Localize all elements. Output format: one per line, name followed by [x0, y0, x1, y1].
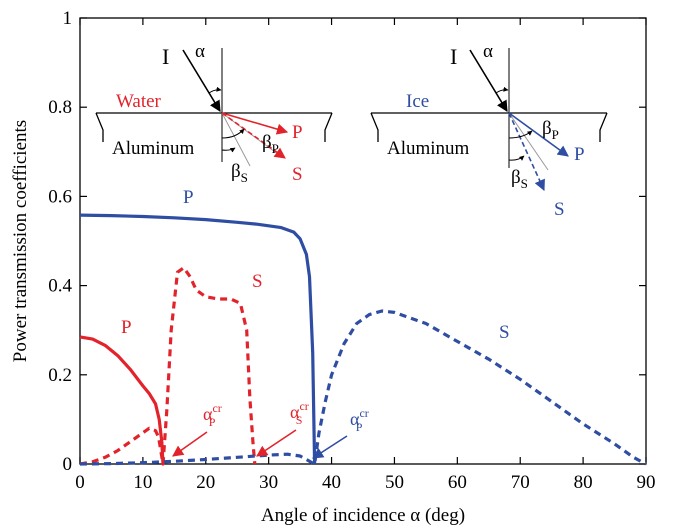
series-group [79, 213, 647, 466]
x-tick-label: 90 [637, 472, 656, 493]
interface-line [95, 112, 333, 142]
incident-marker: I [162, 44, 169, 69]
wave-label-s: S [554, 199, 565, 220]
medium-label-ice: Ice [406, 91, 429, 112]
x-tick-label: 60 [448, 472, 467, 493]
transmitted-s-ray [508, 112, 545, 192]
x-tick-label: 80 [574, 472, 593, 493]
x-tick-label: 0 [75, 472, 85, 493]
incident-ray [469, 49, 508, 112]
incident-ray [182, 49, 221, 112]
series-line-ice-p [79, 213, 317, 465]
x-axis-title: Angle of incidence α (deg) [261, 505, 465, 526]
beta-s-label: βS [511, 167, 528, 191]
axis-ticks: 0 10 20 30 40 50 60 70 80 90 0 0.2 0.4 0.6 0.8 1 [48, 8, 655, 493]
inset-water-aluminum: I α Water Aluminum P S βP βS [95, 41, 333, 185]
x-tick-label: 70 [511, 472, 530, 493]
y-tick-label: 0.2 [48, 365, 72, 386]
annotation-ice-alpha-p-cr: αcr P [312, 406, 369, 459]
y-tick-label: 1 [63, 8, 73, 29]
plot-frame [79, 17, 647, 465]
incident-angle-label: α [483, 41, 493, 62]
x-tick-label: 30 [259, 472, 278, 493]
y-tick-label: 0.8 [48, 97, 72, 118]
refracted-ray-s-grey [221, 112, 251, 167]
annotation-arrow [256, 429, 297, 457]
transmitted-p-ray [221, 112, 289, 135]
beta-p-label: βP [542, 118, 559, 142]
wave-label-p: P [574, 144, 585, 165]
beta-p-label: βP [262, 132, 279, 156]
y-tick-label: 0.4 [48, 276, 72, 297]
y-tick-label: 0.6 [48, 186, 72, 207]
incident-angle-arc [495, 86, 509, 94]
solid-label: Aluminum [387, 138, 470, 159]
x-tick-label: 50 [385, 472, 404, 493]
beta-s-arc [508, 155, 525, 161]
annotation-arrow [312, 435, 348, 459]
series-label-ice-s: S [499, 322, 510, 343]
series-labels: P S P S [121, 187, 510, 343]
inset-ice-aluminum: I α Ice Aluminum P S βP βS [370, 41, 608, 220]
y-axis-title: Power transmission coefficients [10, 120, 31, 362]
series-line-water-p [79, 335, 165, 465]
beta-p-arc [508, 130, 533, 139]
series-line-water-s [79, 266, 257, 466]
y-tick-label: 0 [63, 454, 73, 475]
annotation-water-alpha-p-cr: αcr P [172, 401, 222, 457]
transmitted-p-ray [508, 112, 569, 157]
critical-angle-annotations: αcr P αcr S αcr P [172, 399, 369, 459]
x-tick-label: 40 [322, 472, 341, 493]
series-label-water-p: P [121, 317, 132, 338]
series-label-water-s: S [252, 271, 263, 292]
interface-line [370, 112, 608, 142]
transmitted-s-ray [221, 112, 286, 159]
solid-label: Aluminum [112, 138, 195, 159]
incident-angle-arc [208, 86, 222, 94]
wave-label-s: S [292, 164, 303, 185]
medium-label-water: Water [116, 91, 162, 112]
beta-s-label: βS [231, 161, 248, 185]
incident-marker: I [450, 44, 457, 69]
annotation-arrow [172, 431, 208, 457]
incident-angle-label: α [195, 41, 205, 62]
beta-s-arc [221, 147, 236, 153]
x-tick-label: 10 [133, 472, 152, 493]
x-tick-label: 20 [196, 472, 215, 493]
series-line-ice-s [79, 309, 647, 466]
refracted-ray-grey [508, 112, 549, 171]
annotation-water-alpha-s-cr: αcr S [256, 399, 309, 457]
wave-label-p: P [292, 122, 303, 143]
beta-p-arc [221, 128, 245, 139]
series-label-ice-p: P [183, 187, 194, 208]
